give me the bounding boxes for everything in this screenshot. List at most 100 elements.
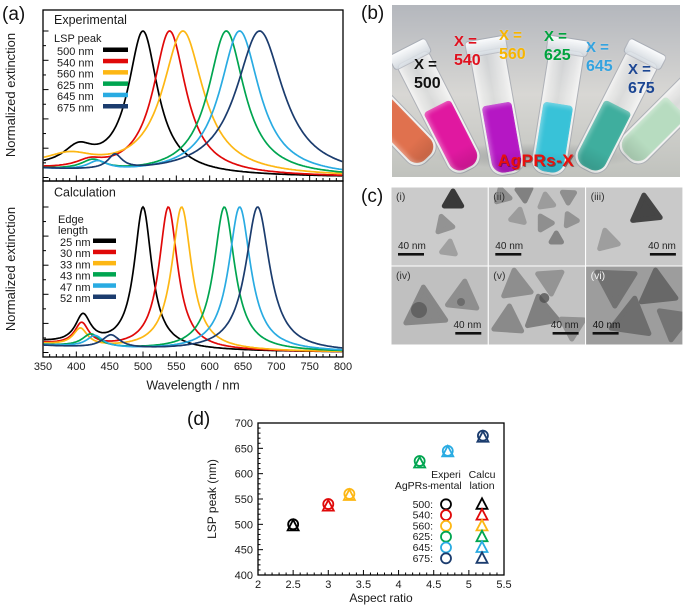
legend-entry-label: 33 nm [60,259,91,271]
plot-frame [42,180,344,358]
x-tick-label: 650 [234,361,252,373]
scale-bar [495,253,522,256]
spectrum-curve-43nm [43,206,343,352]
legend-entry-label: 625 nm [57,80,94,92]
nanoprism-triangle [558,316,586,342]
tube-label-prefix: X = [586,39,609,56]
marker-triangle [286,517,301,532]
scale-bar [649,253,676,256]
tem-dark-spot [539,293,550,303]
tem-cell-tag: (v) [493,270,505,282]
legend-swatch [93,249,116,255]
spectrum-curve-500nm [43,30,343,177]
nanoprism-triangle [537,213,555,233]
tem-cell-tag: (iii) [591,191,605,203]
legend-entry-label: 25 nm [60,237,91,249]
spectrum-curve-675nm [43,30,343,170]
marker-circle [440,541,452,554]
x-tick-label: 4 [396,579,402,591]
tem-cell-ii: 40 nm (ii) [487,187,587,267]
x-tick-label: 3.5 [356,579,371,591]
tube-label-value: 645 [586,58,613,75]
spectrum-curve-560nm [43,30,343,175]
tube-label-value: 560 [499,46,526,63]
x-tick-label: 450 [100,361,118,373]
nanoprism-triangle [501,267,534,299]
legend-title: LSP peak [54,33,102,45]
marker-circle [440,552,452,565]
legend-col2-header: lation [469,480,494,492]
x-tick-label: 2.5 [285,579,300,591]
nanoprism-triangle [508,206,527,225]
spectrum-curve-645nm [43,30,343,171]
x-tick-label: 5.5 [496,579,511,591]
nanoprism-triangle [630,192,663,223]
nanoprism-triangle [494,187,513,205]
x-tick-label: 500 [134,361,152,373]
scale-bar-label: 40 nm [648,241,676,252]
scale-bar [455,332,482,335]
marker-circle [440,520,452,532]
marker-triangle [440,443,455,458]
panel-c-label: (c) [361,186,384,207]
x-tick-label: 4.5 [426,579,441,591]
nanoprism-triangle [491,303,525,334]
tube-label-value: 500 [414,75,441,92]
legend-entry-label: 52 nm [60,293,91,305]
legend-entry-label: 47 nm [60,282,91,294]
tem-cell-i: 40 nm (i) [391,187,489,267]
legend-swatch [103,104,128,109]
x-tick-label: 400 [67,361,85,373]
nanoprism-triangle [638,267,679,305]
tem-cell-content: 40 nm (iv) [391,266,489,345]
spectrum-curve-625nm [43,30,343,173]
spectrum-curve-47nm [43,206,343,351]
scale-bar [592,332,619,335]
legend-swatch [103,92,128,98]
curves [43,205,343,353]
marker-circle [440,498,452,511]
marker-circle [440,530,452,543]
scale-bar-label: 40 nm [551,320,579,331]
nanoprism-triangle [594,269,638,309]
y-tick-label: 550 [235,494,253,506]
legend-entry-label: 645 nm [57,91,94,103]
legend-swatch [103,58,128,64]
x-tick-label: 5 [466,579,472,591]
marker-triangle [412,455,427,469]
tube-label-value: 625 [544,47,571,64]
plot-frame [257,422,505,576]
marker-triangle [475,429,490,443]
tem-cell-tag: (vi) [591,270,606,282]
legend-row-label: 560: [413,520,433,532]
scale-bar-label: 40 nm [454,320,482,331]
tube-label-prefix: X = [544,28,567,45]
tem-cell-v: 40 nm (v) [487,265,587,345]
y-axis-label: Normalized extinction [3,207,18,331]
legend-row-label: 540: [413,510,433,522]
tem-cell-tag: (i) [396,191,405,203]
spectra-plots: Experimental Normalized extinction LSP pea… [3,9,352,393]
tem-dark-spot [411,302,427,318]
panel-d-label: (d) [187,409,211,430]
legend-title: length [58,225,88,237]
legend-entry-label: 43 nm [60,271,91,283]
legend-entry-label: 30 nm [60,248,91,260]
legend-entry-label: 500 nm [57,46,94,58]
tem-cell-content: 40 nm (iii) [585,187,683,266]
nanoprism-triangle [548,230,564,245]
legend-swatch [93,294,116,299]
tube-label-675: X = 675 [628,60,655,98]
legend-title: Edge [58,214,84,226]
tube-liquid [423,99,482,175]
scale-bar [398,253,424,256]
tem-cell-vi: 40 nm (vi) [585,265,683,345]
nanoprism-triangle [656,308,683,343]
tem-cell-border [585,265,683,345]
tube-label-560: X = 560 [499,26,526,64]
tem-image-grid: 40 nm(i)40 nm(ii)40 nm(iii)40 nm(iv)40 n… [391,187,683,345]
y-tick-label: 450 [235,545,253,557]
legend-row-label: 675: [413,553,433,565]
legend-swatch [103,70,128,75]
nanoprism-triangle [535,269,565,297]
